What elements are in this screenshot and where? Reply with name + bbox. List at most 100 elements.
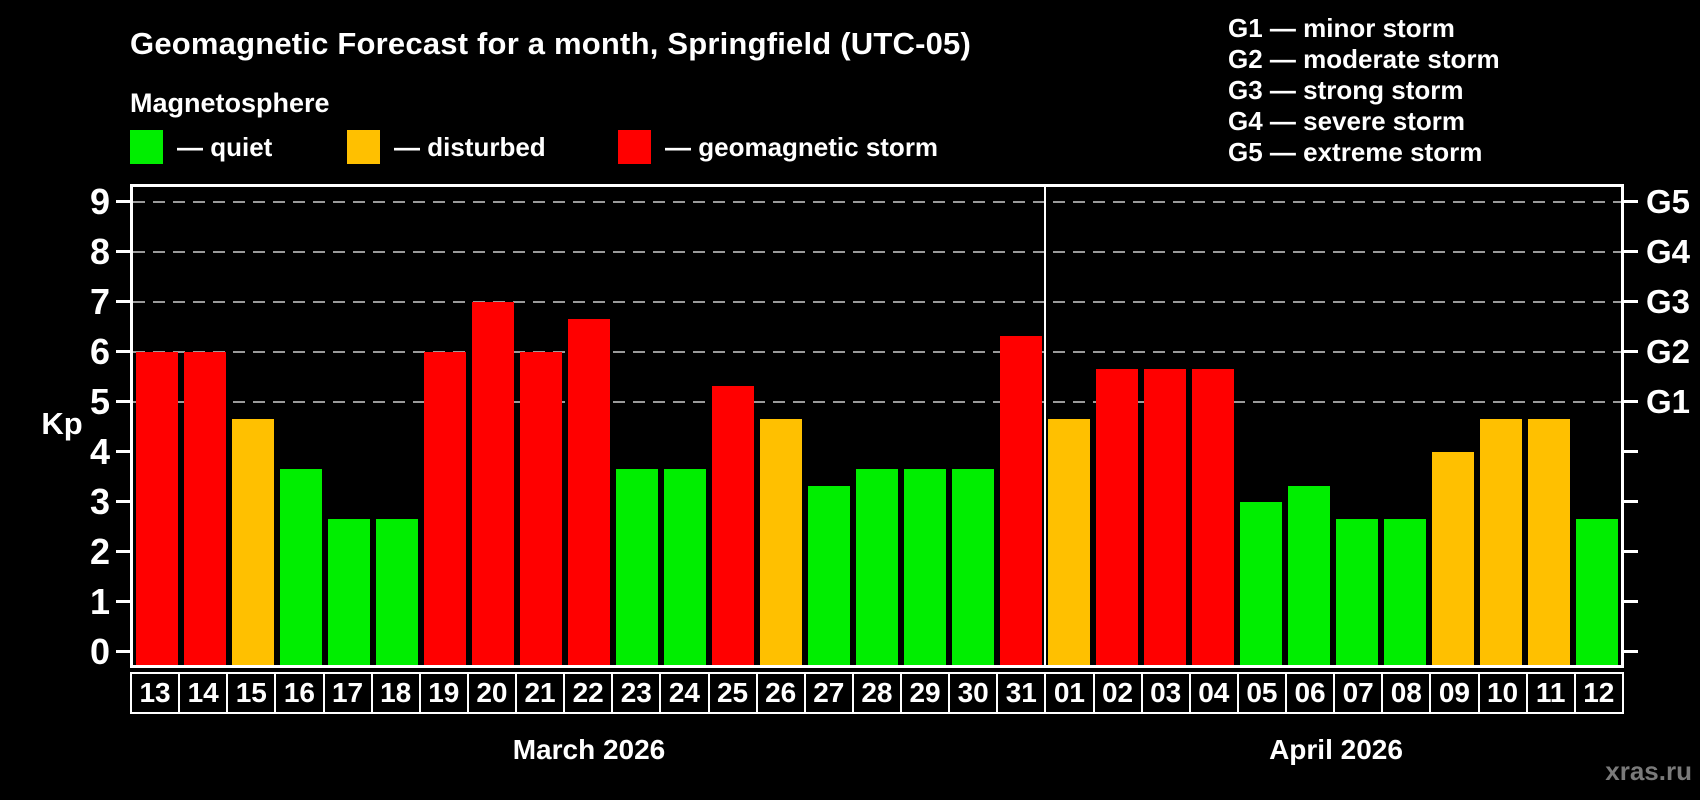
kp-bar-march-27 (808, 485, 850, 665)
date-label-30: 30 (948, 672, 999, 714)
date-label-13: 13 (130, 672, 181, 714)
y-tick-label-7: 7 (89, 281, 110, 322)
kp-bar-march-19 (424, 352, 466, 665)
bar-slot-28 (853, 187, 901, 665)
date-label-03: 03 (1140, 672, 1191, 714)
bar-slot-01 (1045, 187, 1093, 665)
bar-slot-06 (1285, 187, 1333, 665)
kp-bar-march-20 (472, 302, 514, 665)
date-label-05: 05 (1236, 672, 1287, 714)
magnetosphere-subtitle: Magnetosphere (130, 88, 330, 118)
storm-scale-legend: G1 — minor storm G2 — moderate storm G3 … (1228, 13, 1500, 168)
bar-slot-23 (613, 187, 661, 665)
date-label-02: 02 (1092, 672, 1143, 714)
kp-bar-march-29 (904, 468, 946, 665)
bar-slot-19 (421, 187, 469, 665)
date-label-28: 28 (851, 672, 902, 714)
right-tick-0 (1623, 650, 1638, 653)
left-tick-0 (116, 650, 131, 653)
date-label-20: 20 (466, 672, 517, 714)
date-label-06: 06 (1285, 672, 1336, 714)
legend-item-storm: — geomagnetic storm (618, 130, 938, 164)
date-label-08: 08 (1381, 672, 1432, 714)
bar-slot-03 (1141, 187, 1189, 665)
y-axis-title: Kp (41, 406, 83, 441)
right-tick-7 (1623, 300, 1638, 303)
month-separator-line (1044, 187, 1046, 665)
left-tick-1 (116, 600, 131, 603)
bar-slot-14 (181, 187, 229, 665)
bar-slot-27 (805, 187, 853, 665)
y-tick-label-9: 9 (89, 181, 110, 222)
kp-bar-march-16 (280, 468, 322, 665)
y-tick-label-1: 1 (89, 581, 110, 622)
left-tick-6 (116, 350, 131, 353)
legend-label-disturbed: — disturbed (394, 131, 546, 162)
legend-item-quiet: — quiet (130, 130, 272, 164)
storm-color-swatch (618, 130, 651, 164)
gridline-kp7 (133, 301, 1621, 303)
gridline-kp6 (133, 351, 1621, 353)
kp-bar-april-02 (1096, 368, 1138, 665)
kp-bar-april-03 (1144, 368, 1186, 665)
date-label-23: 23 (611, 672, 662, 714)
date-label-10: 10 (1477, 672, 1528, 714)
date-label-27: 27 (803, 672, 854, 714)
kp-bar-april-08 (1384, 518, 1426, 665)
kp-bar-april-05 (1240, 502, 1282, 665)
kp-bar-april-07 (1336, 518, 1378, 665)
bar-slot-08 (1381, 187, 1429, 665)
y-tick-label-5: 5 (89, 381, 110, 422)
g-level-label-g3: G3 (1646, 283, 1691, 320)
date-label-04: 04 (1188, 672, 1239, 714)
kp-bar-march-25 (712, 385, 754, 665)
date-axis-row: 13 14 15 16 17 18 19 20 21 22 23 24 25 26 27 28 29 30 31 01… (130, 672, 1624, 714)
disturbed-color-swatch (347, 130, 380, 164)
legend-label-quiet: — quiet (177, 131, 273, 162)
quiet-color-swatch (130, 130, 163, 164)
left-tick-8 (116, 250, 131, 253)
kp-bar-march-28 (856, 468, 898, 665)
kp-bar-march-18 (376, 518, 418, 665)
left-tick-4 (116, 450, 131, 453)
left-tick-5 (116, 400, 131, 403)
gridline-kp8 (133, 251, 1621, 253)
bar-slot-24 (661, 187, 709, 665)
g-level-label-g4: G4 (1646, 233, 1691, 270)
right-tick-5 (1623, 400, 1638, 403)
kp-bar-april-10 (1480, 418, 1522, 665)
left-tick-9 (116, 200, 131, 203)
date-label-12: 12 (1573, 672, 1624, 714)
bar-slot-11 (1525, 187, 1573, 665)
kp-bar-march-22 (568, 318, 610, 665)
kp-bar-march-24 (664, 468, 706, 665)
gridline-kp5 (133, 401, 1621, 403)
right-tick-3 (1623, 500, 1638, 503)
bar-slot-30 (949, 187, 997, 665)
kp-bar-march-21 (520, 352, 562, 665)
month-label-april: April 2026 (1269, 734, 1403, 765)
date-label-15: 15 (226, 672, 277, 714)
right-tick-8 (1623, 250, 1638, 253)
g-level-label-g2: G2 (1646, 333, 1691, 370)
bar-slot-20 (469, 187, 517, 665)
bar-slot-26 (757, 187, 805, 665)
left-tick-3 (116, 500, 131, 503)
kp-bar-march-17 (328, 518, 370, 665)
kp-bar-march-26 (760, 418, 802, 665)
plot-area (130, 184, 1624, 668)
y-tick-label-0: 0 (89, 631, 110, 672)
right-tick-4 (1623, 450, 1638, 453)
date-label-31: 31 (996, 672, 1047, 714)
bar-slot-13 (133, 187, 181, 665)
y-tick-label-3: 3 (89, 481, 110, 522)
kp-bar-april-06 (1288, 485, 1330, 665)
date-label-25: 25 (707, 672, 758, 714)
date-label-21: 21 (515, 672, 566, 714)
bar-slot-18 (373, 187, 421, 665)
right-tick-2 (1623, 550, 1638, 553)
date-label-22: 22 (563, 672, 614, 714)
date-label-09: 09 (1429, 672, 1480, 714)
date-label-14: 14 (178, 672, 229, 714)
